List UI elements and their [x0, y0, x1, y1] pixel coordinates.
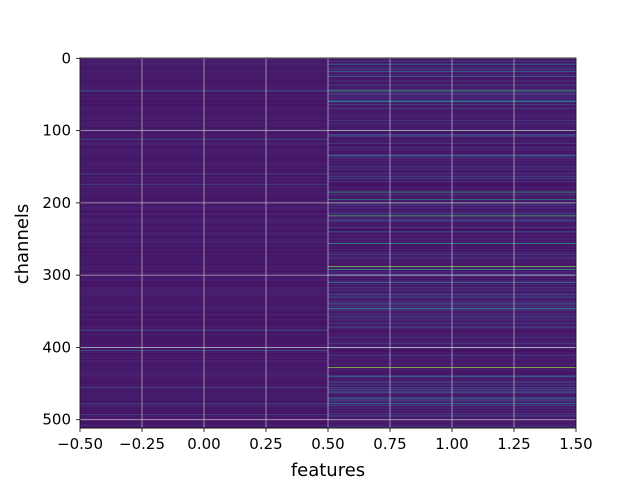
x-axis-ticks: −0.50 −0.25 0.00 0.25 0.50 0.75 1.00 1.25 1.50 — [57, 428, 593, 453]
x-tick-label: 0.50 — [311, 435, 344, 453]
x-axis-label: features — [291, 460, 365, 480]
x-tick-label: 0.75 — [373, 435, 406, 453]
x-tick-label: 0.00 — [187, 435, 220, 453]
y-tick-label: 400 — [42, 338, 71, 356]
x-tick-label: 0.25 — [249, 435, 282, 453]
x-tick-label: −0.25 — [119, 435, 165, 453]
x-tick-label: 1.00 — [435, 435, 468, 453]
y-axis-ticks: 0 100 200 300 400 500 — [42, 49, 80, 429]
x-tick-label: 1.25 — [497, 435, 530, 453]
y-tick-label: 300 — [42, 266, 71, 284]
x-tick-label: 1.50 — [559, 435, 592, 453]
y-tick-label: 100 — [42, 122, 71, 140]
x-tick-label: −0.50 — [57, 435, 103, 453]
y-axis-label: channels — [12, 204, 33, 285]
y-tick-label: 200 — [42, 194, 71, 212]
y-tick-label: 500 — [42, 411, 71, 429]
y-tick-label: 0 — [61, 49, 71, 67]
